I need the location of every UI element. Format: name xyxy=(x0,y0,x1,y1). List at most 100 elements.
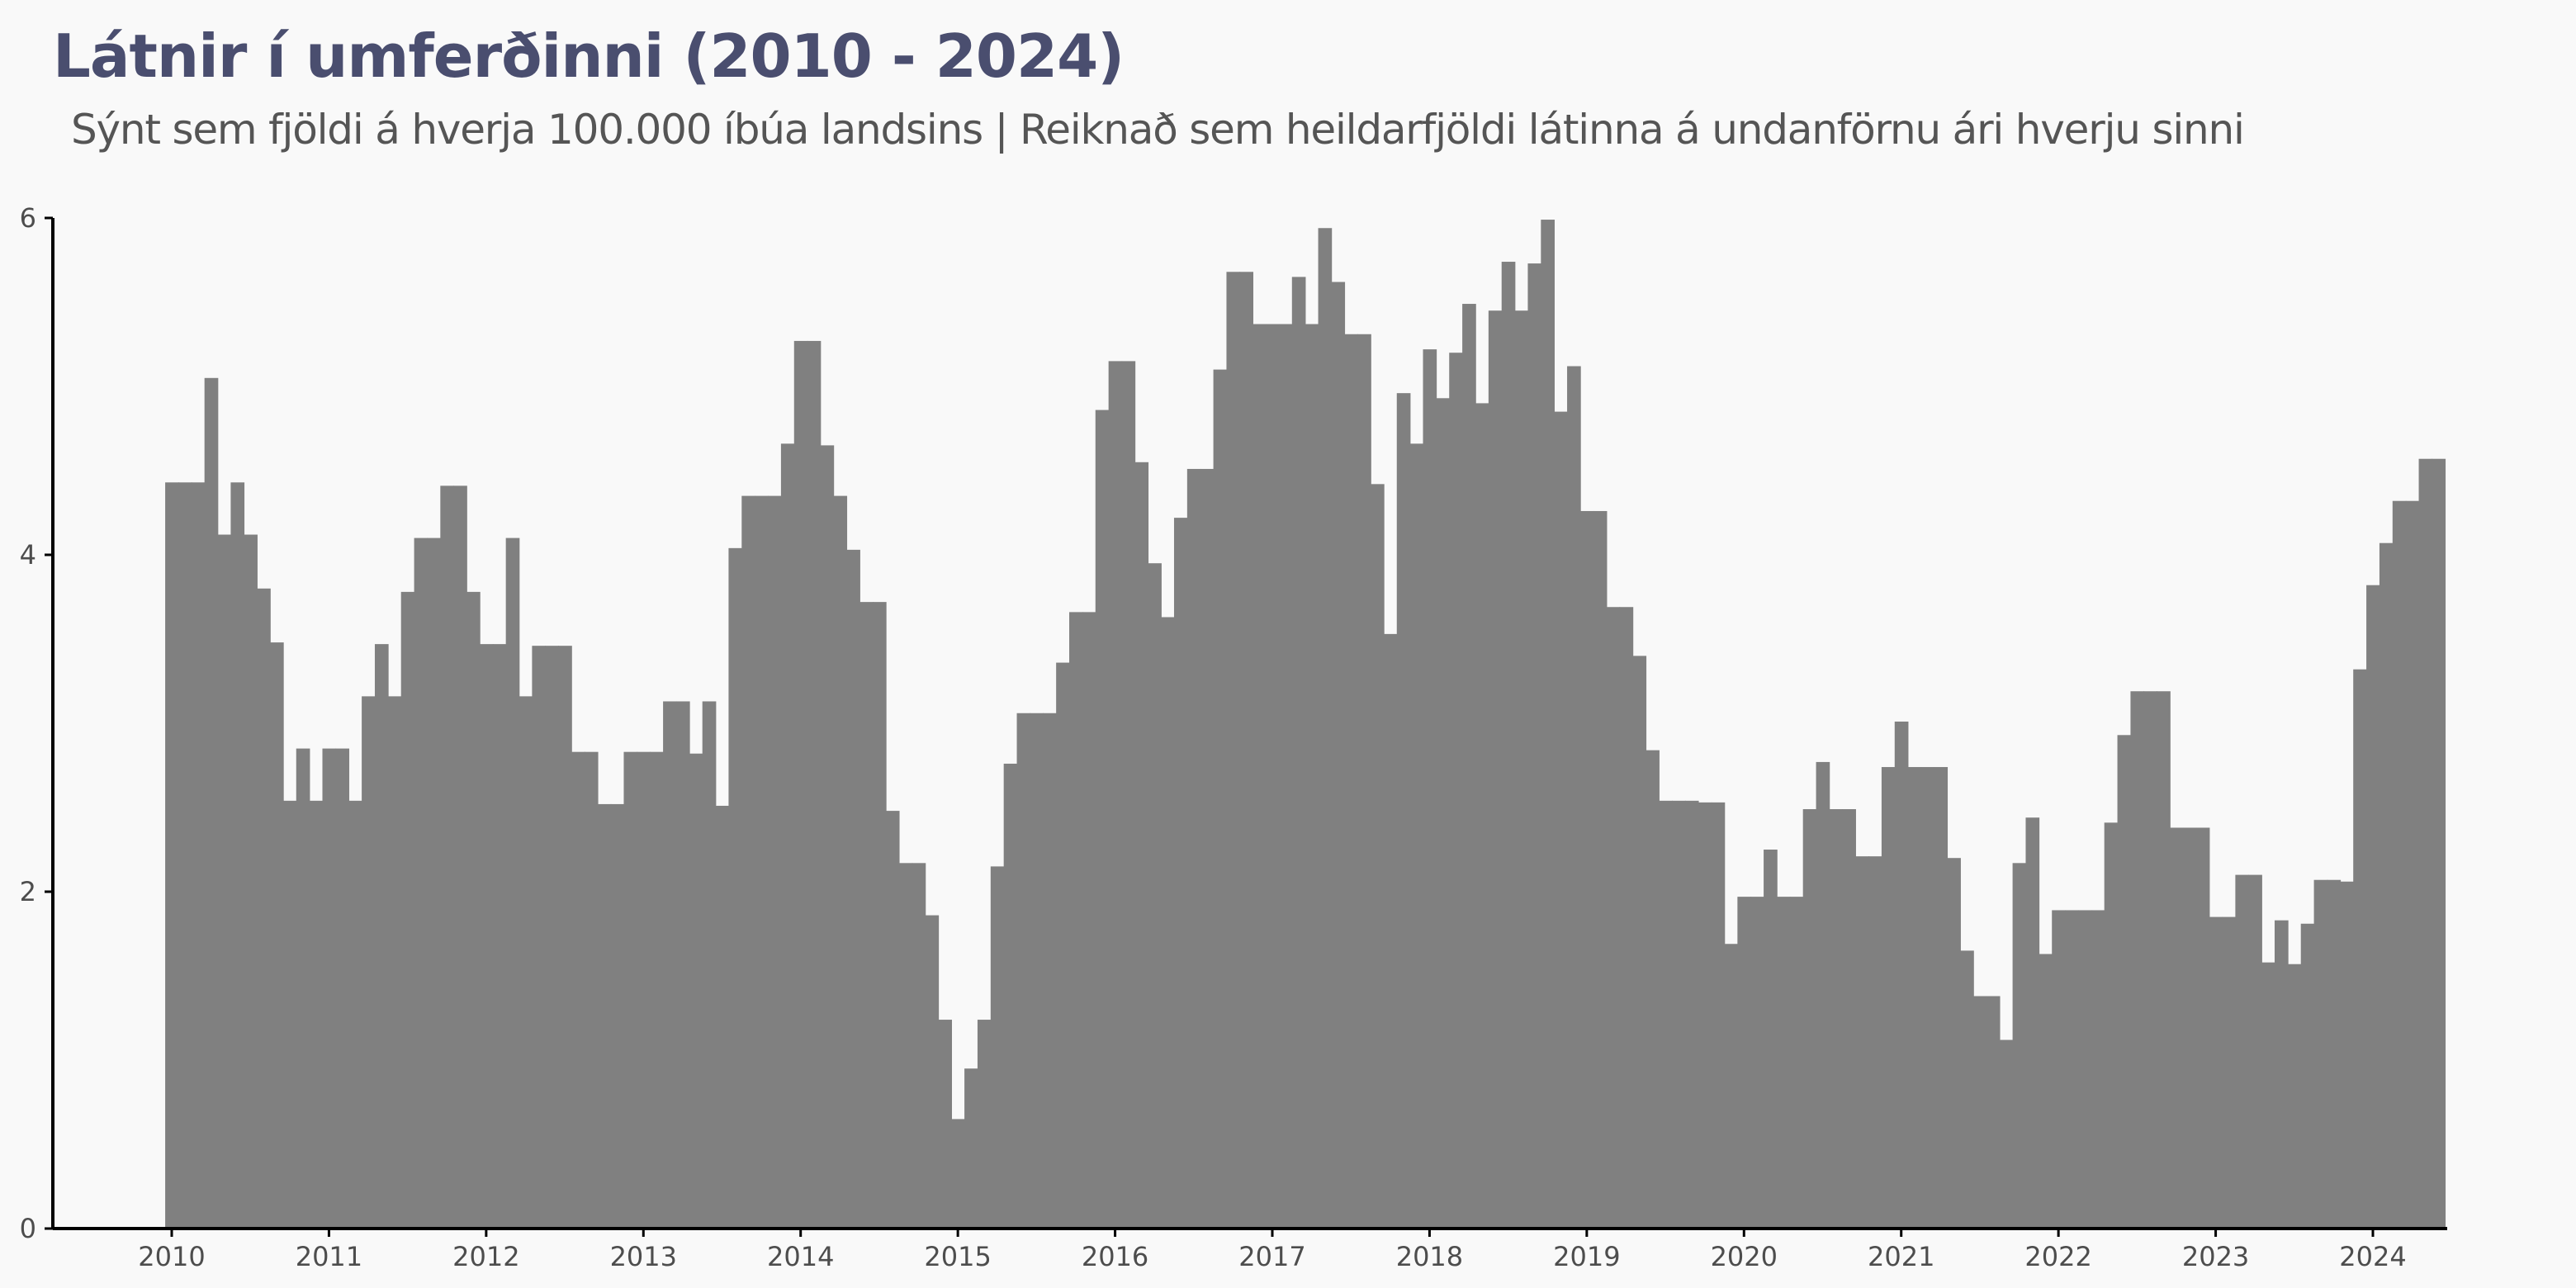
bar xyxy=(2170,827,2184,1229)
x-tick-label: 2018 xyxy=(1396,1241,1463,1272)
bar xyxy=(1737,897,1752,1229)
bar xyxy=(1186,468,1201,1229)
bar xyxy=(1541,220,1555,1229)
bar xyxy=(374,644,389,1229)
bar xyxy=(270,642,284,1229)
bar xyxy=(2274,920,2289,1229)
bar xyxy=(2052,910,2066,1229)
bar xyxy=(1475,403,1489,1229)
bar xyxy=(755,495,769,1229)
bar xyxy=(348,800,362,1229)
bar xyxy=(885,811,900,1229)
bar xyxy=(1842,809,1856,1229)
bar xyxy=(2353,669,2367,1229)
bar xyxy=(977,1020,992,1229)
bar xyxy=(1291,277,1306,1229)
bar xyxy=(244,534,258,1229)
bar xyxy=(296,748,310,1229)
x-tick-label: 2015 xyxy=(924,1241,991,1272)
bar xyxy=(230,482,245,1229)
bar xyxy=(282,800,297,1229)
x-tick-label: 2013 xyxy=(610,1241,677,1272)
bar xyxy=(2261,962,2275,1229)
bar xyxy=(1776,897,1791,1229)
bar xyxy=(505,537,520,1229)
bar xyxy=(1619,607,1634,1229)
bar xyxy=(1030,713,1044,1229)
bar xyxy=(1423,349,1437,1229)
bar xyxy=(951,1119,965,1229)
bar xyxy=(637,751,651,1229)
bar xyxy=(1148,563,1162,1229)
bar xyxy=(479,644,494,1229)
bar xyxy=(833,495,848,1229)
bar xyxy=(1802,809,1817,1229)
bar xyxy=(1999,1039,2014,1229)
bar xyxy=(1829,809,1844,1229)
bar xyxy=(846,549,860,1229)
bar xyxy=(217,534,232,1229)
bar xyxy=(362,696,376,1229)
bar xyxy=(1960,950,1974,1229)
x-tick-label: 2023 xyxy=(2182,1241,2249,1272)
bar xyxy=(1724,944,1739,1229)
bar xyxy=(2130,691,2145,1229)
bar xyxy=(2432,458,2446,1229)
bar xyxy=(1331,282,1346,1229)
bar xyxy=(1894,721,1909,1229)
bar xyxy=(1750,897,1764,1229)
bar xyxy=(1121,361,1136,1229)
bar xyxy=(1134,462,1149,1229)
bar xyxy=(1056,662,1070,1229)
bar xyxy=(2039,954,2053,1229)
chart-axes: 0 2 4 6 2010 2011 2012 2013 2014 2015 2016 2017 2018… xyxy=(20,202,2447,1272)
bar xyxy=(990,866,1005,1229)
bar xyxy=(1567,366,1581,1229)
bar xyxy=(414,537,429,1229)
bar xyxy=(1920,767,1935,1229)
bar xyxy=(519,696,533,1229)
bar xyxy=(427,537,442,1229)
bar xyxy=(2300,923,2315,1229)
bar xyxy=(571,751,585,1229)
bar xyxy=(1881,767,1896,1229)
bar xyxy=(1462,304,1476,1229)
chart-subtitle: Sýnt sem fjöldi á hverja 100.000 íbúa la… xyxy=(71,106,2245,154)
bar xyxy=(1606,607,1621,1229)
bar xyxy=(453,485,467,1229)
bar xyxy=(165,482,179,1229)
bar xyxy=(1266,324,1280,1229)
bar xyxy=(2104,822,2119,1229)
bar xyxy=(1646,750,1660,1229)
bar xyxy=(400,591,415,1229)
bar xyxy=(1698,802,1712,1229)
bar xyxy=(2405,500,2420,1229)
bar xyxy=(322,748,337,1229)
bar xyxy=(780,443,795,1229)
bar xyxy=(1095,410,1110,1229)
bar xyxy=(1003,763,1018,1229)
bar xyxy=(1357,334,1371,1229)
bar xyxy=(532,646,547,1229)
bar xyxy=(1972,996,1987,1229)
bar xyxy=(912,863,926,1229)
x-tick-label: 2022 xyxy=(2024,1241,2091,1272)
bar xyxy=(768,495,782,1229)
x-tick-label: 2011 xyxy=(296,1241,362,1272)
bar xyxy=(675,701,690,1229)
bar xyxy=(1213,369,1228,1229)
bar xyxy=(1554,411,1568,1229)
y-tick-label: 4 xyxy=(20,539,36,571)
bar xyxy=(1409,443,1424,1229)
bar xyxy=(925,915,940,1229)
bar xyxy=(2065,910,2079,1229)
bar xyxy=(492,644,507,1229)
bar xyxy=(2235,874,2250,1229)
bar xyxy=(335,748,350,1229)
bar xyxy=(689,753,703,1229)
bar xyxy=(2117,735,2132,1229)
bar xyxy=(2209,916,2223,1229)
bar xyxy=(545,646,559,1229)
bar xyxy=(2143,691,2157,1229)
